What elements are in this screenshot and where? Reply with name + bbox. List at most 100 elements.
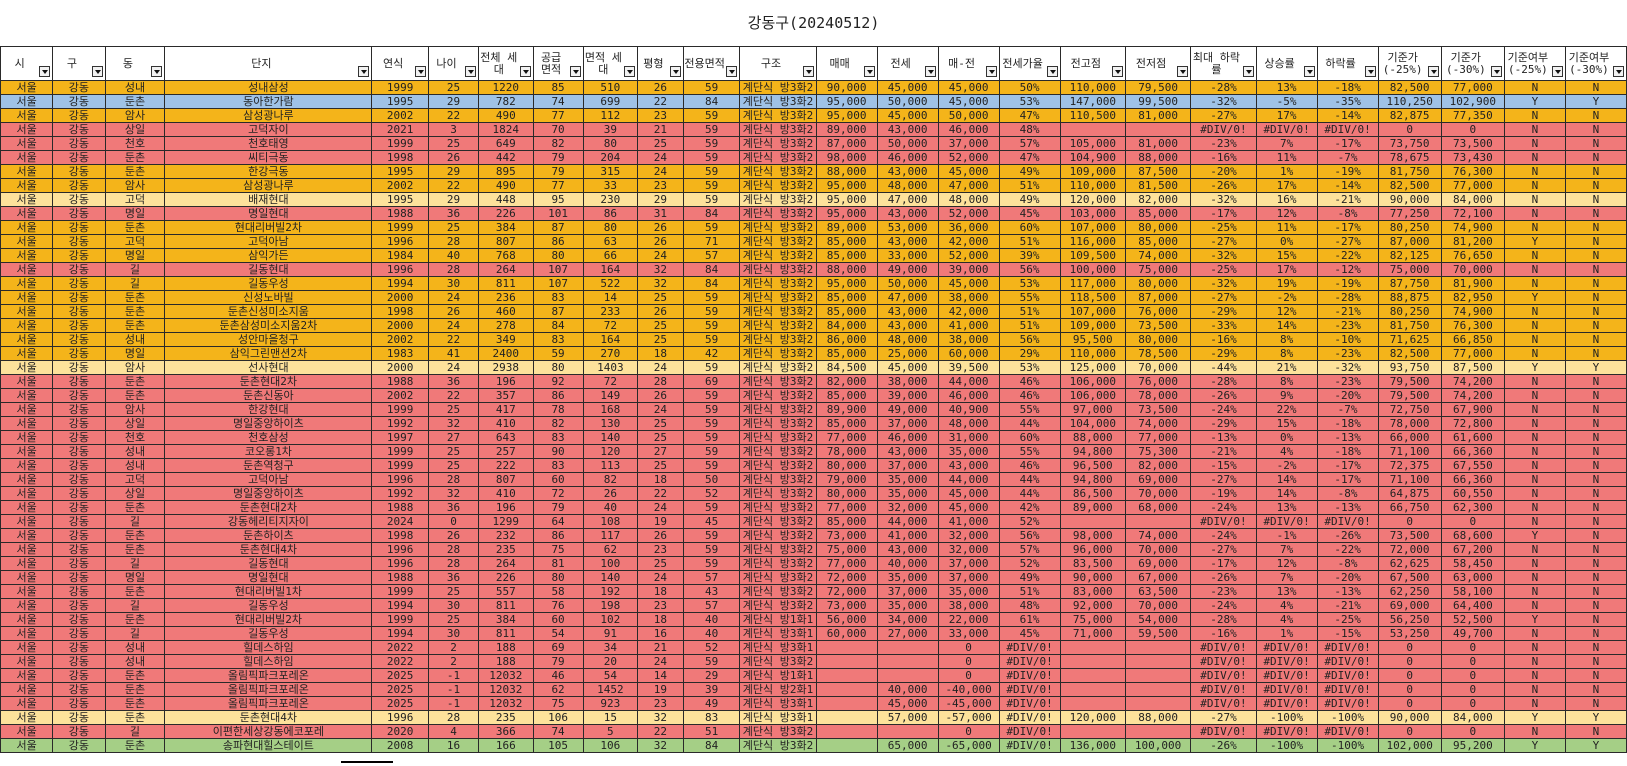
table-cell[interactable]: 76 [532,598,584,613]
table-cell[interactable]: 둔촌 [104,584,166,599]
table-cell[interactable]: -27% [1190,290,1257,305]
table-cell[interactable]: 계단식 방3화2 [739,164,817,179]
table-cell[interactable]: 암사 [104,360,166,375]
table-cell[interactable]: 649 [478,136,534,151]
table-cell[interactable]: 강동 [52,178,106,193]
table-cell[interactable]: 33,000 [876,248,939,263]
table-cell[interactable]: N [1503,80,1566,95]
filter-dropdown-icon[interactable] [1242,66,1254,77]
table-cell[interactable]: 26 [637,388,684,403]
table-cell[interactable]: 41,000 [876,528,939,543]
table-cell[interactable]: N [1564,416,1627,431]
table-cell[interactable]: -21% [1316,192,1379,207]
table-cell[interactable]: 35,000 [876,472,939,487]
table-cell[interactable]: 49,000 [876,262,939,277]
table-cell[interactable]: 30 [427,276,480,291]
table-cell[interactable]: 1999 [371,584,429,599]
table-cell[interactable]: -24% [1190,500,1257,515]
table-cell[interactable]: 2002 [371,388,429,403]
table-cell[interactable]: 30 [427,598,480,613]
table-cell[interactable]: 9% [1255,388,1318,403]
table-cell[interactable]: 28 [427,472,480,487]
table-cell[interactable]: 26 [637,80,684,95]
table-cell[interactable]: 116,000 [1059,234,1126,249]
table-cell[interactable]: N [1503,598,1566,613]
table-cell[interactable]: 25 [637,556,684,571]
table-cell[interactable]: 45,000 [876,360,939,375]
table-cell[interactable]: 71,100 [1377,472,1442,487]
table-cell[interactable]: 52% [998,556,1061,571]
table-cell[interactable]: 106,000 [1059,374,1126,389]
table-cell[interactable]: 둔촌 [104,500,166,515]
table-cell[interactable]: 성내 [104,458,166,473]
table-cell[interactable]: N [1564,136,1627,151]
table-cell[interactable]: 0 [1377,724,1442,739]
table-cell[interactable]: 230 [582,192,639,207]
table-cell[interactable]: 31,000 [937,430,1000,445]
table-cell[interactable]: 계단식 방2화1 [739,682,817,697]
table-cell[interactable] [815,724,878,739]
table-cell[interactable]: 길 [104,276,166,291]
table-cell[interactable]: 69 [532,640,584,655]
table-cell[interactable]: 91 [582,626,639,641]
table-cell[interactable]: -12% [1316,262,1379,277]
table-cell[interactable]: 232 [478,528,534,543]
table-cell[interactable]: 69,000 [1124,472,1192,487]
table-cell[interactable]: 95,000 [815,108,878,123]
table-cell[interactable]: 109,000 [1059,318,1126,333]
table-cell[interactable]: 서울 [0,416,54,431]
table-cell[interactable]: #DIV/0! [1316,696,1379,711]
table-cell[interactable]: 100 [582,556,639,571]
table-cell[interactable]: 59 [682,528,741,543]
table-cell[interactable]: 86,000 [815,332,878,347]
table-cell[interactable]: 서울 [0,710,54,725]
table-cell[interactable]: N [1564,472,1627,487]
table-cell[interactable]: -18% [1316,80,1379,95]
table-cell[interactable]: N [1564,220,1627,235]
table-cell[interactable]: 서울 [0,346,54,361]
table-cell[interactable]: 19 [637,514,684,529]
table-cell[interactable]: 강동 [52,290,106,305]
table-cell[interactable]: 35,000 [876,570,939,585]
table-cell[interactable]: 94,800 [1059,444,1126,459]
table-cell[interactable]: 명일현대 [164,206,373,221]
table-cell[interactable]: 94,800 [1059,472,1126,487]
table-cell[interactable]: 서울 [0,94,54,109]
table-cell[interactable]: 26 [427,150,480,165]
table-cell[interactable]: 0% [1255,234,1318,249]
table-cell[interactable]: 2002 [371,108,429,123]
table-cell[interactable]: -26% [1190,178,1257,193]
table-cell[interactable]: #DIV/0! [1190,682,1257,697]
table-cell[interactable]: 37,000 [876,584,939,599]
table-cell[interactable]: 서울 [0,430,54,445]
table-cell[interactable]: 강동 [52,696,106,711]
table-cell[interactable]: #DIV/0! [1316,668,1379,683]
table-cell[interactable]: 59 [682,360,741,375]
table-cell[interactable]: #DIV/0! [1316,640,1379,655]
table-cell[interactable]: 강동 [52,598,106,613]
table-cell[interactable]: 42 [682,346,741,361]
table-cell[interactable]: 1988 [371,500,429,515]
table-cell[interactable]: 서울 [0,122,54,137]
table-cell[interactable]: 82,875 [1377,108,1442,123]
table-cell[interactable]: #DIV/0! [1316,724,1379,739]
table-cell[interactable]: 22 [427,332,480,347]
table-cell[interactable]: 24 [637,570,684,585]
table-cell[interactable] [1059,668,1126,683]
table-cell[interactable]: 49% [998,570,1061,585]
table-cell[interactable]: 계단식 방3화2 [739,304,817,319]
table-cell[interactable] [876,724,939,739]
table-cell[interactable]: 120,000 [1059,710,1126,725]
table-cell[interactable]: 51% [998,234,1061,249]
filter-dropdown-icon[interactable] [151,66,163,77]
table-cell[interactable]: #DIV/0! [1255,696,1318,711]
table-cell[interactable]: 74,000 [1124,528,1192,543]
table-cell[interactable]: 고덕 [104,234,166,249]
table-cell[interactable]: 110,500 [1059,108,1126,123]
table-cell[interactable]: N [1564,556,1627,571]
table-cell[interactable]: 366 [478,724,534,739]
table-cell[interactable]: 삼성광나루 [164,178,373,193]
table-cell[interactable]: 1403 [582,360,639,375]
table-cell[interactable]: 27,000 [876,626,939,641]
table-cell[interactable]: 2 [427,640,480,655]
